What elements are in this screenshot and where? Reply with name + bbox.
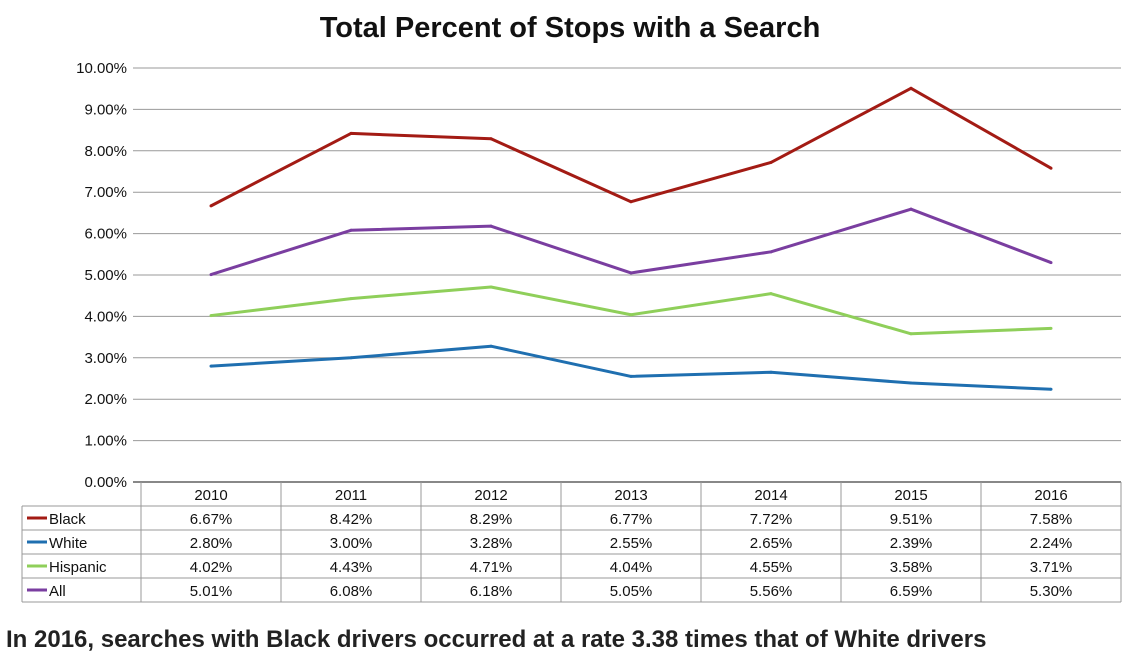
series-line-white [210, 344, 1052, 391]
data-point-all [1049, 261, 1053, 265]
data-label: 2.39% [890, 535, 933, 552]
data-point-all [769, 250, 773, 254]
data-point-hispanic [349, 297, 353, 301]
data-point-hispanic [209, 314, 213, 318]
legend-label-hispanic: Hispanic [49, 559, 107, 576]
data-label: 3.71% [1030, 559, 1073, 576]
data-label: 2.80% [190, 535, 233, 552]
data-point-white [1049, 387, 1053, 391]
data-point-white [489, 344, 493, 348]
data-point-hispanic [489, 285, 493, 289]
data-point-black [629, 200, 633, 204]
data-label: 3.28% [470, 535, 513, 552]
data-label: 5.56% [750, 583, 793, 600]
x-tick-label: 2010 [194, 487, 227, 504]
data-label: 4.55% [750, 559, 793, 576]
data-point-all [629, 271, 633, 275]
data-label: 7.72% [750, 511, 793, 528]
y-tick-label: 3.00% [84, 350, 127, 367]
x-tick-label: 2014 [754, 487, 787, 504]
data-point-white [209, 364, 213, 368]
data-label: 6.77% [610, 511, 653, 528]
data-label: 2.24% [1030, 535, 1073, 552]
data-label: 5.05% [610, 583, 653, 600]
y-tick-label: 7.00% [84, 184, 127, 201]
legend-label-all: All [49, 583, 66, 600]
data-point-all [209, 273, 213, 277]
data-label: 4.43% [330, 559, 373, 576]
y-tick-label: 0.00% [84, 474, 127, 491]
footnote: In 2016, searches with Black drivers occ… [6, 626, 987, 653]
x-tick-label: 2012 [474, 487, 507, 504]
data-point-white [629, 374, 633, 378]
data-point-hispanic [769, 292, 773, 296]
data-label: 4.02% [190, 559, 233, 576]
y-tick-label: 8.00% [84, 143, 127, 160]
data-label: 6.08% [330, 583, 373, 600]
data-label: 8.42% [330, 511, 373, 528]
data-point-black [349, 131, 353, 135]
data-label: 6.18% [470, 583, 513, 600]
data-point-black [1049, 166, 1053, 170]
series-line-hispanic [210, 285, 1052, 336]
data-point-black [909, 86, 913, 90]
data-point-white [769, 370, 773, 374]
x-tick-label: 2013 [614, 487, 647, 504]
data-label: 3.00% [330, 535, 373, 552]
data-label: 4.04% [610, 559, 653, 576]
data-label: 4.71% [470, 559, 513, 576]
series-line-all [210, 207, 1052, 277]
data-point-black [209, 204, 213, 208]
data-point-hispanic [909, 332, 913, 336]
data-point-hispanic [1049, 326, 1053, 330]
y-tick-label: 1.00% [84, 433, 127, 450]
data-label: 6.67% [190, 511, 233, 528]
y-tick-label: 2.00% [84, 391, 127, 408]
y-tick-label: 4.00% [84, 308, 127, 325]
data-label: 5.30% [1030, 583, 1073, 600]
data-label: 5.01% [190, 583, 233, 600]
data-point-white [349, 356, 353, 360]
x-tick-label: 2015 [894, 487, 927, 504]
data-label: 2.65% [750, 535, 793, 552]
data-point-all [489, 224, 493, 228]
legend-label-black: Black [49, 511, 86, 528]
y-tick-label: 5.00% [84, 267, 127, 284]
data-point-hispanic [629, 313, 633, 317]
data-label: 7.58% [1030, 511, 1073, 528]
y-tick-label: 6.00% [84, 226, 127, 243]
data-point-black [769, 160, 773, 164]
x-tick-label: 2016 [1034, 487, 1067, 504]
data-label: 6.59% [890, 583, 933, 600]
data-label: 9.51% [890, 511, 933, 528]
data-label: 2.55% [610, 535, 653, 552]
data-label: 3.58% [890, 559, 933, 576]
data-point-black [489, 137, 493, 141]
data-label: 8.29% [470, 511, 513, 528]
series-line-black [210, 86, 1052, 208]
x-tick-label: 2011 [335, 487, 367, 504]
data-point-all [349, 228, 353, 232]
y-tick-label: 9.00% [84, 101, 127, 118]
y-tick-label: 10.00% [76, 60, 127, 77]
chart-title: Total Percent of Stops with a Search [319, 12, 821, 44]
legend-label-white: White [49, 535, 87, 552]
data-point-all [909, 207, 913, 211]
data-point-white [909, 381, 913, 385]
